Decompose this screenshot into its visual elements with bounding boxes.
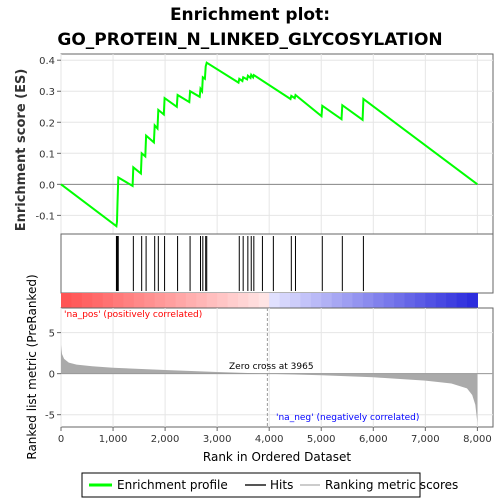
x-tick-label: 6,000 xyxy=(359,434,388,445)
es-panel-frame xyxy=(60,53,494,235)
x-tick-label: 8,000 xyxy=(463,434,492,445)
rank-band-segment xyxy=(154,293,166,308)
rank-band-segment xyxy=(394,293,406,308)
rank-band-segment xyxy=(269,293,281,308)
rank-band-segment xyxy=(217,293,229,308)
chart-title-line2: GO_PROTEIN_N_LINKED_GLYCOSYLATION xyxy=(57,30,442,50)
es-panel: -0.1 0.0 0.1 0.2 0.3 0.4 Enrichment score (ES… xyxy=(14,53,494,235)
hits-panel xyxy=(60,233,494,294)
rank-band-segment xyxy=(227,293,239,308)
rank-band-segment xyxy=(404,293,416,308)
rank-band-segment xyxy=(185,293,197,308)
es-y-tick-label: 0.1 xyxy=(39,149,55,160)
rank-band-segment xyxy=(258,293,270,308)
ranking-panel-frame xyxy=(60,307,494,428)
rank-band-segment xyxy=(81,293,93,308)
rank-band-segment xyxy=(456,293,468,308)
ranking-y-tick-label: 0 xyxy=(49,370,55,381)
rank-band-segment xyxy=(113,293,125,308)
es-y-tick-label: 0.0 xyxy=(39,180,55,191)
legend-box xyxy=(81,472,421,498)
rank-band-segment xyxy=(144,293,156,308)
x-tick-label: 2,000 xyxy=(151,434,180,445)
x-tick-label: 0 xyxy=(58,434,64,445)
rank-band-segment xyxy=(373,293,385,308)
es-y-tick-label: 0.4 xyxy=(39,56,55,67)
rank-band-segment xyxy=(123,293,135,308)
rank-band-segment xyxy=(206,293,218,308)
es-y-tick-label: 0.2 xyxy=(39,118,55,129)
rank-band-segment xyxy=(383,293,395,308)
rank-band-segment xyxy=(92,293,104,308)
ranking-y-axis-label: Ranked list metric (PreRanked) xyxy=(25,274,39,459)
rank-band-segment xyxy=(300,293,312,308)
legend-ranking-label: Ranking metric scores xyxy=(325,478,458,492)
x-tick-label: 4,000 xyxy=(255,434,284,445)
ranking-y-tick-label: 5 xyxy=(49,329,55,340)
chart-title-line1: Enrichment plot: xyxy=(170,5,330,25)
rank-band-segment xyxy=(290,293,302,308)
x-axis-label: Rank in Ordered Dataset xyxy=(203,450,351,464)
es-y-tick-label: 0.3 xyxy=(39,87,55,98)
hits-marks xyxy=(115,236,364,291)
rank-band-segment xyxy=(342,293,354,308)
es-y-ticks: -0.1 0.0 0.1 0.2 0.3 0.4 xyxy=(35,56,61,222)
zero-cross-label: Zero cross at 3965 xyxy=(229,362,314,372)
legend-hits-label: Hits xyxy=(270,478,293,492)
ranking-y-tick-label: -5 xyxy=(45,411,55,422)
rank-band-segment xyxy=(71,293,83,308)
rank-band-segment xyxy=(425,293,437,308)
rank-band-segment xyxy=(133,293,145,308)
rank-band-segment xyxy=(435,293,447,308)
rank-band-segment xyxy=(466,293,478,308)
x-axis-ticks: 0 1,000 2,000 3,000 4,000 5,000 6,000 7,000 8,00… xyxy=(58,427,492,445)
x-tick-label: 5,000 xyxy=(307,434,336,445)
x-tick-label: 3,000 xyxy=(203,434,232,445)
rank-band-segment xyxy=(61,293,73,308)
x-tick-label: 1,000 xyxy=(99,434,128,445)
rank-band-segment xyxy=(237,293,249,308)
legend-enrichment-label: Enrichment profile xyxy=(117,478,228,492)
rank-band-segment xyxy=(446,293,458,308)
rank-band-segment xyxy=(310,293,322,308)
es-y-axis-label: Enrichment score (ES) xyxy=(14,69,29,232)
es-y-tick-label: -0.1 xyxy=(35,211,55,222)
rank-band-segment xyxy=(279,293,291,308)
rank-band-segment xyxy=(248,293,260,308)
legend: Enrichment profile Hits Ranking metric s… xyxy=(81,472,458,498)
rank-band-segment xyxy=(102,293,114,308)
ranking-y-ticks: -5 0 5 xyxy=(45,329,61,422)
rank-band-segment xyxy=(165,293,177,308)
rank-band-segment xyxy=(331,293,343,308)
rank-band-segment xyxy=(362,293,374,308)
x-tick-label: 7,000 xyxy=(411,434,440,445)
rank-band-segment xyxy=(352,293,364,308)
negative-label: 'na_neg' (negatively correlated) xyxy=(276,413,419,423)
ranking-panel: -5 0 5 Zero cross at 3965 'na_pos' (positi… xyxy=(25,274,494,460)
rank-band-segment xyxy=(175,293,187,308)
es-series-line xyxy=(60,61,478,229)
rank-color-band xyxy=(61,293,478,308)
rank-band-segment xyxy=(196,293,208,308)
rank-band-segment xyxy=(321,293,333,308)
rank-band-segment xyxy=(414,293,426,308)
hits-panel-frame xyxy=(60,233,494,294)
positive-label: 'na_pos' (positively correlated) xyxy=(64,310,202,320)
